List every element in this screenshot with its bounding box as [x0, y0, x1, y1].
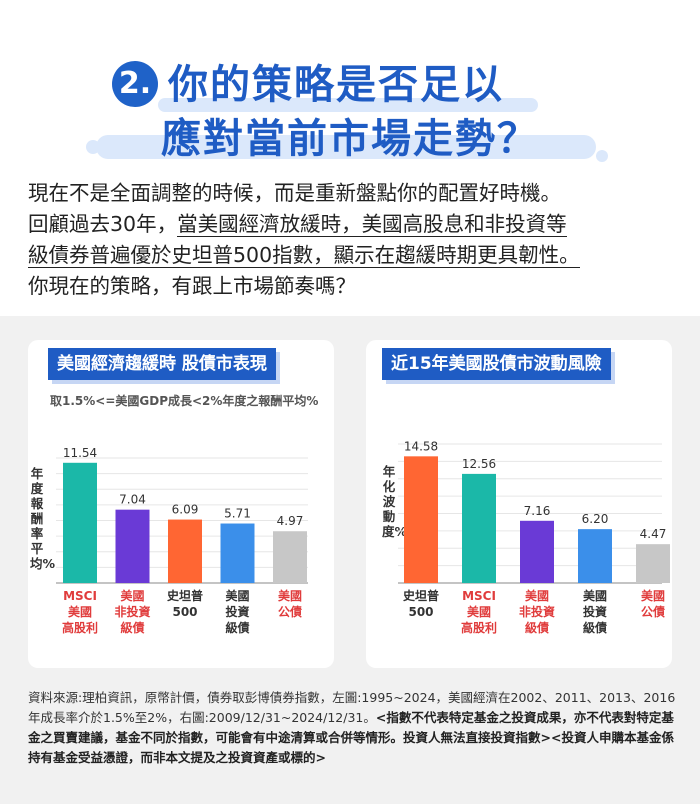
data-label-right-5: 4.47 — [640, 527, 667, 541]
category-label-line: 500 — [408, 605, 433, 619]
category-label-line: 美國 — [525, 588, 549, 603]
category-label-left-3: 史坦普 500 — [167, 588, 203, 619]
category-label-line: 投資 — [583, 604, 607, 619]
data-label-left-2: 7.04 — [119, 493, 146, 507]
section-number-badge: 2. — [112, 61, 158, 107]
category-label-line: MSCI — [462, 589, 496, 603]
category-label-line: 級債 — [120, 620, 144, 635]
category-label-line: 美國 — [641, 588, 665, 603]
page-title-line2: 應對當前市場走勢？ — [161, 116, 539, 162]
bar-right-1 — [404, 456, 438, 583]
category-label-line: 級債 — [525, 620, 549, 635]
y-axis-label-right: 年化波動度% — [382, 464, 408, 539]
decor-dot-left — [86, 140, 100, 154]
bar-right-2 — [462, 473, 496, 583]
decor-dot-right — [596, 150, 608, 162]
intro-line-4: 你現在的策略，有跟上市場節奏嗎？ — [28, 274, 356, 298]
chart-title-right: 近15年美國股債市波動風險 — [382, 348, 611, 380]
category-label-line: 500 — [172, 605, 197, 619]
intro-line-3a: 級債券普遍優於 — [28, 243, 172, 268]
intro-line-3-underlined: 史坦普500指數，顯示在趨緩時期更具韌性。 — [171, 243, 580, 268]
category-label-line: MSCI — [63, 589, 97, 603]
data-label-right-4: 6.20 — [582, 512, 609, 526]
intro-line-3: 級債券普遍優於史坦普500指數，顯示在趨緩時期更具韌性。 — [28, 240, 678, 271]
category-label-line: 非投資 — [519, 604, 555, 619]
category-label-line: 級債 — [225, 620, 249, 635]
data-label-left-5: 4.97 — [277, 514, 304, 528]
intro-paragraph: 現在不是全面調整的時候，而是重新盤點你的配置好時機。 回顧過去30年，當美國經濟… — [28, 178, 678, 302]
intro-line-1: 現在不是全面調整的時候，而是重新盤點你的配置好時機。 — [28, 181, 561, 205]
footnote: 資料來源:理柏資訊，原幣計價，債券取彭博債券指數，左圖:1995~2024，美國… — [28, 688, 676, 768]
data-label-right-1: 14.58 — [404, 439, 438, 453]
title-highlight-top — [158, 98, 538, 112]
intro-line-2a: 回顧過去30年， — [28, 212, 178, 236]
category-label-line: 非投資 — [114, 604, 150, 619]
category-label-right-4: 美國投資級債 — [583, 588, 607, 635]
category-label-line: 公債 — [641, 604, 665, 619]
bar-left-5 — [273, 531, 307, 583]
category-label-line: 美國 — [467, 604, 491, 619]
category-label-right-3: 美國非投資級債 — [519, 588, 555, 635]
footnote-disclaimer: <指數不代表特定基金之投資成果，亦不代表對特定基金之買賣建議，基金不同於指數，可… — [28, 710, 674, 765]
data-label-left-3: 6.09 — [172, 503, 199, 517]
category-label-line: 史坦普 — [403, 588, 439, 603]
category-label-left-1: MSCI 美國高股利 — [62, 589, 98, 635]
category-label-line: 美國 — [68, 604, 92, 619]
category-label-left-4: 美國投資級債 — [225, 588, 249, 635]
category-label-right-1: 史坦普 500 — [403, 588, 439, 619]
category-label-line: 級債 — [583, 620, 607, 635]
bar-left-1 — [63, 462, 97, 583]
chart-subtitle-left: 取1.5%<=美國GDP成長<2%年度之報酬平均% — [50, 394, 319, 408]
category-label-right-2: MSCI 美國高股利 — [461, 589, 497, 635]
intro-line-2-underlined: 當美國經濟放緩時，美國高股息和非投資等 — [177, 212, 567, 237]
chart-title-left: 美國經濟趨緩時 股債市表現 — [48, 348, 276, 380]
page-title-line1: 你的策略是否足以 — [168, 62, 504, 108]
bar-left-3 — [168, 519, 202, 583]
category-label-line: 高股利 — [62, 620, 98, 635]
category-label-right-5: 美國公債 — [641, 588, 665, 619]
bar-right-5 — [636, 544, 670, 583]
chart-card-right: 近15年美國股債市波動風險 年化波動度% 14.58 史坦普 500 12.56 MSC… — [366, 340, 672, 668]
category-label-line: 美國 — [120, 588, 144, 603]
category-label-left-2: 美國非投資級債 — [114, 588, 150, 635]
data-label-right-2: 12.56 — [462, 457, 496, 471]
bar-right-3 — [520, 520, 554, 583]
category-label-line: 公債 — [278, 604, 302, 619]
category-label-line: 美國 — [225, 588, 249, 603]
data-label-left-4: 5.71 — [224, 507, 251, 521]
bar-left-2 — [115, 509, 150, 583]
category-label-line: 投資 — [225, 604, 249, 619]
category-label-line: 史坦普 — [167, 588, 203, 603]
title-highlight-bottom — [96, 135, 596, 159]
hero-heading: 2. 你的策略是否足以 應對當前市場走勢？ — [0, 0, 700, 175]
category-label-line: 高股利 — [461, 620, 497, 635]
bar-left-4 — [220, 523, 255, 583]
category-label-line: 美國 — [583, 588, 607, 603]
category-label-line: 美國 — [278, 588, 302, 603]
bar-right-4 — [578, 529, 612, 583]
category-label-left-5: 美國公債 — [278, 588, 302, 619]
data-label-left-1: 11.54 — [63, 446, 97, 460]
data-label-right-3: 7.16 — [524, 504, 551, 518]
intro-line-2: 回顧過去30年，當美國經濟放緩時，美國高股息和非投資等 — [28, 209, 678, 240]
footnote-source: 資料來源:理柏資訊，原幣計價，債券取彭博債券指數，左圖:1995~2024，美國… — [28, 690, 676, 725]
chart-card-left: 美國經濟趨緩時 股債市表現 取1.5%<=美國GDP成長<2%年度之報酬平均% … — [28, 340, 334, 668]
